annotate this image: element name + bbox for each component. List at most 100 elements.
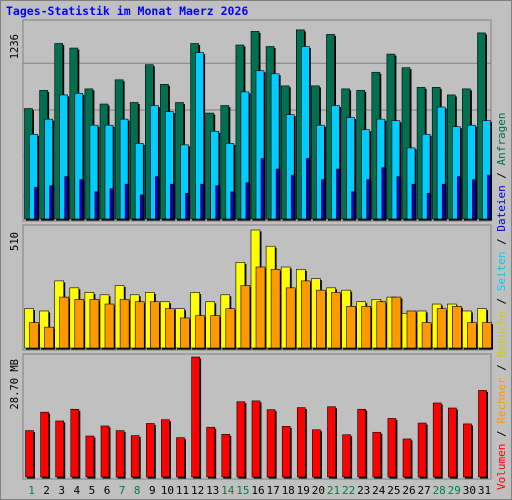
seiten-bar-day-2 <box>49 185 53 220</box>
dateien-bar-day-17 <box>270 73 280 220</box>
seiten-bar-day-7 <box>124 183 129 220</box>
volumen-bar-day-21 <box>327 406 336 478</box>
dateien-bar-day-25 <box>391 120 401 220</box>
rechner-bar-day-8 <box>134 301 145 349</box>
chart-marks <box>24 29 493 479</box>
legend-sep: / <box>495 424 508 444</box>
dateien-bar-day-31 <box>482 120 491 220</box>
rechner-bar-day-25 <box>391 296 402 349</box>
x-tick-day-6: 6 <box>104 484 111 497</box>
rechner-bar-day-10 <box>165 308 175 349</box>
seiten-bar-day-23 <box>366 179 371 220</box>
volumen-bar-day-17 <box>266 409 276 478</box>
dateien-bar-day-20 <box>316 124 325 220</box>
seiten-bar-day-10 <box>170 183 174 220</box>
seiten-bar-day-28 <box>441 183 446 220</box>
volumen-bar-day-9 <box>146 423 155 478</box>
dateien-bar-day-15 <box>240 91 250 220</box>
dateien-bar-day-26 <box>406 147 416 220</box>
volumen-bar-day-6 <box>100 425 110 478</box>
volumen-bar-day-19 <box>296 407 306 478</box>
seiten-bar-day-3 <box>64 176 68 220</box>
x-tick-day-29: 29 <box>448 484 461 497</box>
dateien-bar-day-1 <box>29 133 38 220</box>
legend-rechner: Rechner <box>495 377 508 424</box>
x-tick-day-8: 8 <box>134 484 141 497</box>
rechner-bar-day-15 <box>240 285 251 349</box>
rechner-bar-day-2 <box>44 326 54 349</box>
legend-sep: / <box>495 232 508 252</box>
dateien-bar-day-19 <box>300 46 310 220</box>
x-tick-day-15: 15 <box>236 484 249 497</box>
rechner-bar-day-28 <box>436 308 447 349</box>
rechner-bar-day-16 <box>255 266 266 349</box>
anfragen-bar-day-26 <box>401 67 411 220</box>
dateien-bar-day-8 <box>134 143 144 220</box>
dateien-bar-day-6 <box>104 124 114 220</box>
x-tick-day-24: 24 <box>372 484 386 497</box>
legend: Volumen / Rechner / Besuche / Seiten / D… <box>495 112 508 490</box>
volumen-bar-day-29 <box>447 407 457 478</box>
volumen-bar-day-5 <box>85 435 95 478</box>
rechner-bar-day-17 <box>270 269 281 349</box>
legend-anfragen: Anfragen <box>495 112 508 165</box>
x-tick-day-19: 19 <box>297 484 310 497</box>
chart-title: Tages-Statistik im Monat Maerz 2026 <box>6 4 248 18</box>
dateien-bar-day-2 <box>44 118 53 220</box>
x-tick-day-9: 9 <box>149 484 156 497</box>
rechner-bar-day-27 <box>421 322 432 349</box>
x-tick-day-7: 7 <box>119 484 126 497</box>
x-tick-day-4: 4 <box>73 484 80 497</box>
middle-y-max-label: 510 <box>9 232 21 251</box>
volumen-bar-day-16 <box>251 400 261 478</box>
top-y-max-label: 1236 <box>9 34 21 59</box>
dateien-bar-day-30 <box>467 124 476 220</box>
volumen-bar-day-15 <box>236 401 246 478</box>
x-tick-day-25: 25 <box>387 484 400 497</box>
x-tick-day-26: 26 <box>402 484 415 497</box>
rechner-bar-day-20 <box>316 289 326 349</box>
seiten-bar-day-19 <box>305 158 310 220</box>
volumen-bar-day-23 <box>357 408 367 478</box>
seiten-bar-day-22 <box>351 191 355 220</box>
seiten-bar-day-20 <box>321 179 325 220</box>
dateien-bar-day-11 <box>180 144 189 220</box>
volumen-bar-day-1 <box>25 430 34 478</box>
seiten-bar-day-16 <box>260 158 265 220</box>
dateien-bar-day-21 <box>331 105 340 220</box>
volumen-bar-day-24 <box>372 431 382 478</box>
seiten-bar-day-31 <box>487 174 491 220</box>
rechner-bar-day-22 <box>346 306 356 349</box>
dateien-bar-day-7 <box>119 118 129 220</box>
volumen-bar-day-12 <box>191 356 200 478</box>
rechner-bar-day-24 <box>376 301 387 349</box>
legend-volumen: Volumen <box>495 444 508 490</box>
dateien-bar-day-10 <box>165 111 174 220</box>
x-tick-day-12: 12 <box>191 484 204 497</box>
dateien-bar-day-14 <box>225 143 235 220</box>
volumen-bar-day-13 <box>206 426 215 478</box>
dateien-bar-day-18 <box>285 114 295 220</box>
x-tick-day-10: 10 <box>161 484 174 497</box>
volumen-bar-day-26 <box>402 438 412 478</box>
rechner-bar-day-12 <box>195 315 205 349</box>
volumen-bar-day-10 <box>161 419 170 478</box>
legend-dateien: Dateien <box>495 185 508 231</box>
x-tick-day-31: 31 <box>478 484 491 497</box>
x-tick-day-20: 20 <box>312 484 325 497</box>
seiten-bar-day-18 <box>290 174 295 220</box>
seiten-bar-day-11 <box>185 192 189 220</box>
bottom-y-max-label: 28.70 MB <box>9 359 21 410</box>
x-tick-day-17: 17 <box>266 484 279 497</box>
seiten-bar-day-24 <box>381 167 386 220</box>
rechner-bar-day-18 <box>285 287 296 349</box>
x-tick-day-18: 18 <box>282 484 295 497</box>
rechner-bar-day-14 <box>225 308 236 349</box>
volumen-bar-day-4 <box>70 408 80 478</box>
seiten-bar-day-9 <box>155 176 159 220</box>
rechner-bar-day-9 <box>150 301 160 349</box>
seiten-bar-day-26 <box>411 183 416 220</box>
x-tick-day-28: 28 <box>433 484 446 497</box>
volumen-bar-day-25 <box>387 418 397 478</box>
